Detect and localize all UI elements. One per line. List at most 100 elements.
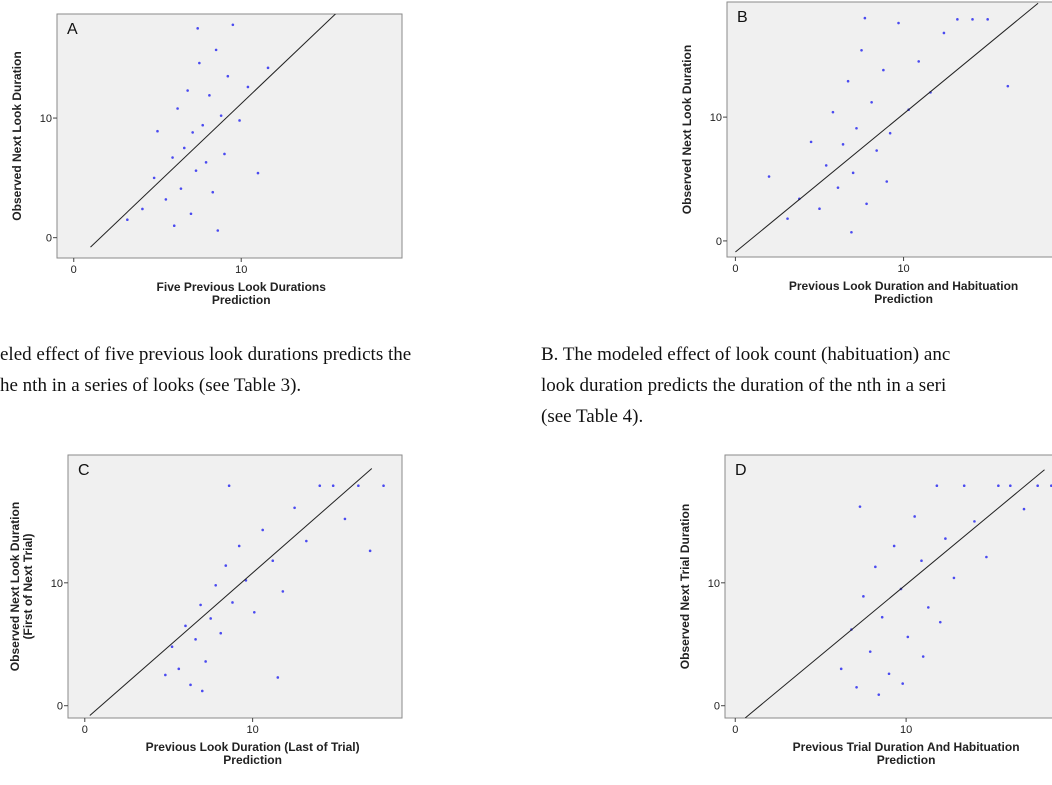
point (868, 650, 872, 653)
x-axis-label: Five Previous Look Durations (157, 280, 327, 294)
point (885, 180, 889, 183)
point (962, 484, 966, 488)
point (846, 79, 850, 83)
point (200, 689, 204, 693)
point (942, 31, 946, 35)
point (211, 190, 215, 194)
point (176, 107, 179, 110)
x-tick-label: 0 (82, 724, 88, 736)
scatter-panel: 0 10 0 10 D Previous Trial Duration And Habit… (678, 454, 1052, 767)
point (126, 218, 129, 222)
scatter-panel: 0 10 0 10 B Previous Look Duration and Habitu… (680, 1, 1052, 306)
fit-line (89, 468, 373, 716)
point (172, 224, 176, 228)
point (913, 515, 916, 518)
point (209, 617, 212, 620)
point (208, 94, 211, 97)
point (818, 207, 821, 211)
caption-line: he nth in a series of looks (see Table 3… (0, 375, 301, 396)
point (191, 131, 194, 134)
y-tick-label: 0 (714, 701, 720, 713)
point (865, 202, 868, 206)
point (956, 18, 959, 21)
point (875, 149, 878, 152)
x-tick-label: 10 (235, 264, 247, 276)
point (1036, 484, 1039, 488)
caption-line: B. The modeled effect of look count (hab… (541, 344, 950, 365)
y-axis-label: Observed Next Trial Duration (678, 504, 692, 669)
point (935, 484, 939, 488)
point (971, 18, 974, 21)
x-axis-label: Prediction (874, 292, 933, 306)
point (204, 660, 207, 663)
point (343, 517, 347, 521)
point (156, 129, 159, 133)
point (164, 198, 168, 201)
point (231, 601, 234, 604)
point (261, 528, 264, 532)
point (246, 85, 250, 89)
point (219, 114, 223, 117)
point (224, 564, 228, 567)
y-axis-label: Observed Next Look Duration (8, 502, 22, 671)
point (318, 484, 322, 488)
point (897, 21, 900, 25)
fit-line (735, 2, 1039, 253)
point (938, 620, 942, 624)
x-tick-label: 10 (900, 724, 912, 736)
panel-letter: B (737, 9, 748, 26)
panel-letter: A (67, 21, 78, 38)
point (141, 207, 144, 211)
point (986, 18, 989, 21)
point (824, 164, 828, 167)
point (382, 484, 385, 488)
point (201, 123, 205, 127)
plot-area (56, 13, 403, 259)
point (887, 672, 891, 676)
point (851, 171, 855, 175)
point (216, 229, 220, 232)
point (860, 48, 863, 52)
point (1022, 507, 1026, 511)
x-axis-label: Previous Look Duration (Last of Trial) (146, 740, 360, 754)
point (331, 484, 335, 488)
point (858, 505, 862, 508)
point (179, 187, 183, 190)
point (184, 624, 187, 628)
point (831, 110, 835, 114)
point (198, 61, 201, 65)
point (189, 683, 192, 687)
y-tick-label: 10 (710, 112, 722, 124)
point (836, 186, 840, 189)
point (944, 537, 947, 540)
point (917, 60, 921, 63)
point (855, 126, 858, 130)
x-axis-label: Prediction (877, 753, 936, 767)
plot-content (735, 2, 1039, 253)
point (266, 66, 270, 70)
point (901, 682, 904, 685)
point (199, 603, 202, 607)
point (985, 555, 988, 559)
point (219, 631, 223, 635)
point (862, 595, 865, 598)
point (357, 484, 360, 488)
point (194, 638, 197, 641)
point (164, 673, 167, 677)
point (855, 685, 858, 689)
point (186, 89, 189, 92)
y-tick-label: 0 (46, 233, 52, 245)
x-tick-label: 10 (897, 263, 909, 275)
point (927, 606, 930, 609)
point (809, 140, 813, 144)
point (238, 119, 241, 122)
point (281, 590, 285, 593)
plot-area (67, 454, 403, 719)
point (231, 23, 235, 27)
x-axis-label: Previous Trial Duration And Habituation (793, 740, 1020, 754)
x-axis-label: Prediction (223, 753, 282, 767)
plot-content (744, 469, 1052, 718)
x-tick-label: 10 (246, 724, 258, 736)
